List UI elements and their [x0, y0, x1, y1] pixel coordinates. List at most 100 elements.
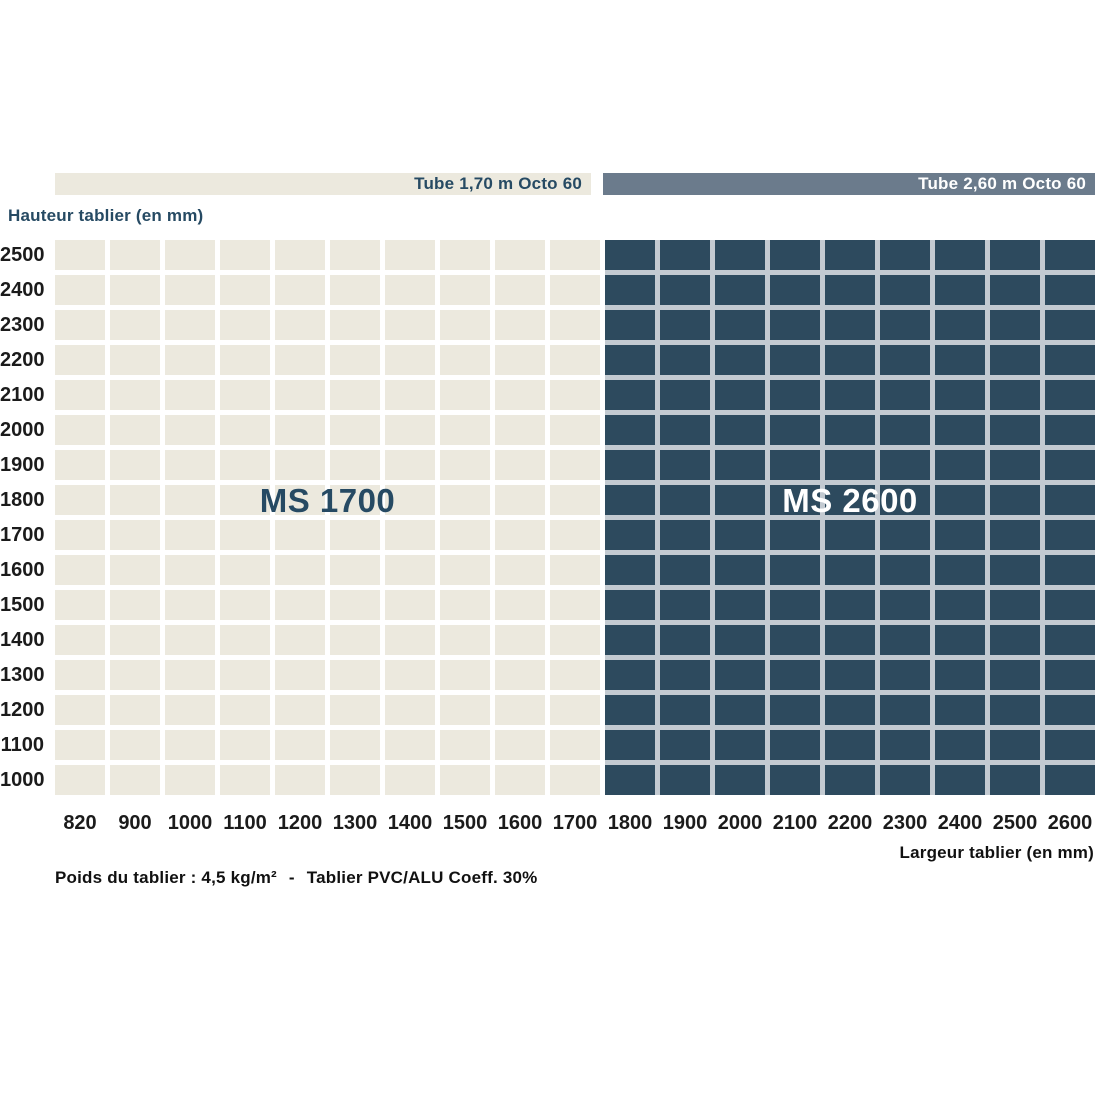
- grid-cell-1600x1100: [495, 730, 545, 760]
- y-tick-1600: 1600: [0, 559, 45, 581]
- grid-cell-2300x1900: [880, 450, 930, 480]
- grid-cell-1400x1300: [385, 660, 435, 690]
- grid-cell-2400x1900: [935, 450, 985, 480]
- grid-cell-2300x2100: [880, 380, 930, 410]
- grid-cell-2500x1700: [990, 520, 1040, 550]
- grid-cell-2200x1700: [825, 520, 875, 550]
- grid-cell-2100x1600: [770, 555, 820, 585]
- grid-cell-1300x1600: [330, 555, 380, 585]
- grid-cell-1800x2000: [605, 415, 655, 445]
- grid-cell-1800x1900: [605, 450, 655, 480]
- grid-cell-820x2300: [55, 310, 105, 340]
- grid-cell-2500x2300: [990, 310, 1040, 340]
- grid-cell-1200x1100: [275, 730, 325, 760]
- grid-cell-2000x1800: [715, 485, 765, 515]
- x-tick-1600: 1600: [497, 812, 543, 834]
- grid-cell-1800x1500: [605, 590, 655, 620]
- grid-cell-1900x2000: [660, 415, 710, 445]
- x-tick-1300: 1300: [332, 812, 378, 834]
- grid-cell-1700x1400: [550, 625, 600, 655]
- grid-cell-1000x1200: [165, 695, 215, 725]
- grid-cell-2100x1700: [770, 520, 820, 550]
- grid-cell-900x2300: [110, 310, 160, 340]
- x-tick-820: 820: [63, 812, 97, 834]
- grid-cell-2100x2200: [770, 345, 820, 375]
- grid-cell-1600x1700: [495, 520, 545, 550]
- grid-cell-2200x2100: [825, 380, 875, 410]
- matrix-grid-area: 2500 2400 2300 2200 2100 2000 1900 1800 1700 1600…: [0, 240, 1100, 795]
- grid-cell-2000x1500: [715, 590, 765, 620]
- grid-cell-1700x1200: [550, 695, 600, 725]
- grid-cell-1900x1000: [660, 765, 710, 795]
- grid-cell-2200x1500: [825, 590, 875, 620]
- grid-cell-1300x2200: [330, 345, 380, 375]
- grid-cell-1900x1700: [660, 520, 710, 550]
- grid-cell-900x1400: [110, 625, 160, 655]
- grid-cell-1700x2100: [550, 380, 600, 410]
- grid-cell-2300x1700: [880, 520, 930, 550]
- grid-cell-2100x1100: [770, 730, 820, 760]
- grid-cell-820x1800: [55, 485, 105, 515]
- grid-cell-1600x1500: [495, 590, 545, 620]
- x-axis-title: Largeur tablier (en mm): [899, 843, 1094, 862]
- grid-cell-1400x2200: [385, 345, 435, 375]
- grid-cell-1400x1100: [385, 730, 435, 760]
- grid-cell-1900x1100: [660, 730, 710, 760]
- grid-cell-1300x1700: [330, 520, 380, 550]
- grid-cell-1100x1600: [220, 555, 270, 585]
- grid-cell-1400x2400: [385, 275, 435, 305]
- grid-cell-820x1300: [55, 660, 105, 690]
- grid-cell-2500x1500: [990, 590, 1040, 620]
- grid-cell-1200x2200: [275, 345, 325, 375]
- grid-cell-820x1500: [55, 590, 105, 620]
- grid-cell-2300x2400: [880, 275, 930, 305]
- grid-cell-1600x2400: [495, 275, 545, 305]
- grid-cell-2500x1200: [990, 695, 1040, 725]
- grid-cell-1700x1000: [550, 765, 600, 795]
- grid-cell-1800x2200: [605, 345, 655, 375]
- x-tick-1000: 1000: [167, 812, 213, 834]
- grid-cell-1100x2000: [220, 415, 270, 445]
- grid-cell-900x2000: [110, 415, 160, 445]
- grid-cell-2000x2400: [715, 275, 765, 305]
- y-tick-1000: 1000: [0, 769, 45, 791]
- grid-cell-1000x2400: [165, 275, 215, 305]
- grid-cell-1100x1200: [220, 695, 270, 725]
- grid-cell-2000x1100: [715, 730, 765, 760]
- grid-cell-1600x1200: [495, 695, 545, 725]
- grid-cell-1800x1300: [605, 660, 655, 690]
- x-tick-2300: 2300: [882, 812, 928, 834]
- y-tick-2300: 2300: [0, 314, 45, 336]
- grid-cell-1300x2500: [330, 240, 380, 270]
- grid-cell-1700x1300: [550, 660, 600, 690]
- grid-cell-900x2100: [110, 380, 160, 410]
- grid-cell-1200x1400: [275, 625, 325, 655]
- grid-cell-1300x1800: [330, 485, 380, 515]
- grid-cell-1900x1300: [660, 660, 710, 690]
- grid-cell-1000x1000: [165, 765, 215, 795]
- grid-cell-1200x1500: [275, 590, 325, 620]
- grid-cell-1200x2300: [275, 310, 325, 340]
- grid-cell-2400x1000: [935, 765, 985, 795]
- x-tick-900: 900: [118, 812, 152, 834]
- grid-cell-1300x1300: [330, 660, 380, 690]
- grid-cell-1400x1000: [385, 765, 435, 795]
- grid-cell-1000x2500: [165, 240, 215, 270]
- grid-cell-2500x2400: [990, 275, 1040, 305]
- grid-cell-2600x1500: [1045, 590, 1095, 620]
- grid-cell-900x1800: [110, 485, 160, 515]
- x-tick-1700: 1700: [552, 812, 598, 834]
- grid-cell-820x1600: [55, 555, 105, 585]
- grid-cell-2400x1800: [935, 485, 985, 515]
- grid-cell-1300x1100: [330, 730, 380, 760]
- grid-cell-2400x1700: [935, 520, 985, 550]
- grid-cell-2500x1900: [990, 450, 1040, 480]
- grid-cell-1100x2100: [220, 380, 270, 410]
- grid-cell-2100x1400: [770, 625, 820, 655]
- grid-cell-2300x1100: [880, 730, 930, 760]
- grid-cell-820x1900: [55, 450, 105, 480]
- grid-cell-2300x1800: [880, 485, 930, 515]
- grid-cell-2600x1100: [1045, 730, 1095, 760]
- grid-cell-820x2500: [55, 240, 105, 270]
